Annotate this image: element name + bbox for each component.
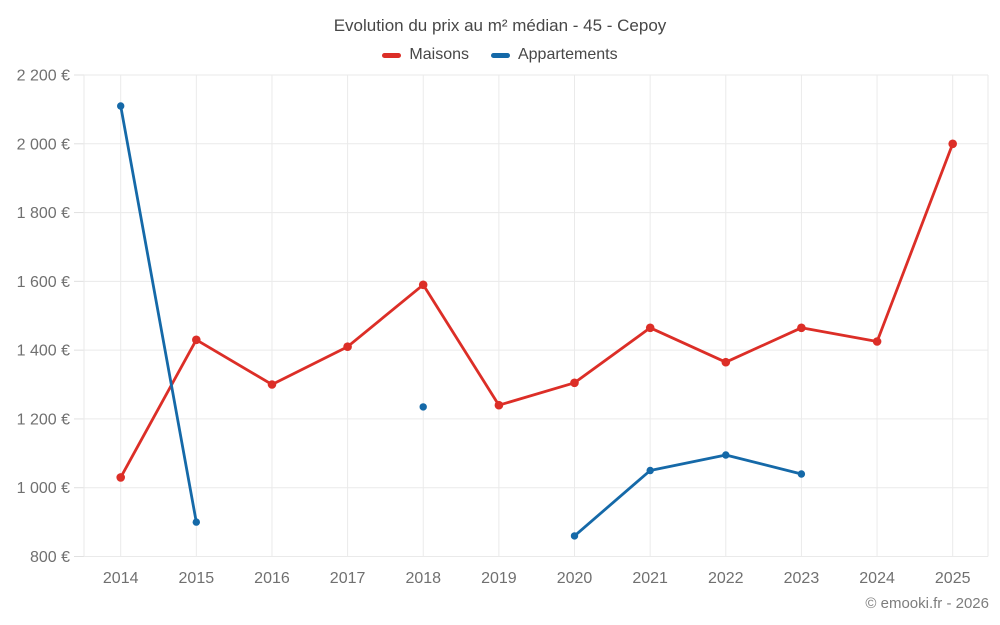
watermark: © emooki.fr - 2026 (865, 595, 989, 612)
x-axis-tick-label: 2022 (708, 570, 744, 587)
x-axis-tick-label: 2018 (405, 570, 441, 587)
y-axis-tick-label: 2 000 € (17, 136, 70, 153)
x-axis-tick-label: 2016 (254, 570, 290, 587)
data-point-appartements-2020[interactable] (570, 532, 579, 540)
data-point-maisons-2025[interactable] (948, 139, 957, 149)
data-point-appartements-2022[interactable] (722, 451, 730, 459)
y-axis-tick-label: 1 200 € (17, 411, 70, 428)
data-point-maisons-2016[interactable] (267, 380, 277, 389)
legend-marker-appartements-icon (490, 52, 510, 58)
x-axis-tick-label: 2014 (103, 570, 139, 587)
y-axis-tick-label: 800 € (30, 549, 70, 566)
chart-title: Evolution du prix au m² médian - 45 - Ce… (333, 16, 667, 35)
legend-label-maisons: Maisons (409, 46, 469, 63)
x-axis-tick-label: 2024 (859, 570, 895, 587)
series-line-appartements (119, 104, 803, 538)
y-axis-tick-label: 1 800 € (17, 205, 70, 222)
x-axis-tick-label: 2020 (557, 570, 593, 587)
y-axis-tick-label: 1 000 € (17, 480, 70, 497)
data-point-maisons-2019[interactable] (494, 400, 504, 410)
chart-legend: Maisons Appartements (0, 46, 1000, 64)
data-point-appartements-2014[interactable] (117, 102, 125, 110)
x-axis-tick-label: 2021 (632, 570, 668, 587)
data-point-appartements-2021[interactable] (646, 466, 654, 475)
legend-marker-maisons-icon (382, 52, 402, 58)
data-point-maisons-2023[interactable] (797, 323, 806, 333)
x-axis-tick-label: 2019 (481, 570, 517, 587)
data-point-maisons-2024[interactable] (872, 337, 882, 346)
x-axis-tick-label: 2023 (784, 570, 820, 587)
legend-label-appartements: Appartements (517, 46, 618, 63)
data-point-appartements-2023[interactable] (797, 470, 806, 478)
series-line-maisons (119, 142, 955, 479)
data-point-maisons-2021[interactable] (645, 323, 655, 333)
data-point-appartements-2015[interactable] (192, 518, 200, 526)
legend-item-appartements[interactable]: Appartements (490, 46, 618, 64)
data-point-maisons-2020[interactable] (570, 378, 579, 388)
y-axis-tick-label: 2 200 € (17, 68, 70, 85)
x-axis-tick-label: 2015 (179, 570, 215, 587)
x-axis-tick-label: 2025 (935, 570, 971, 587)
x-axis-tick-label: 2017 (330, 570, 366, 587)
y-axis-tick-label: 1 400 € (17, 343, 70, 360)
data-point-maisons-2015[interactable] (192, 335, 201, 345)
data-point-maisons-2017[interactable] (343, 342, 352, 352)
data-point-maisons-2014[interactable] (116, 473, 125, 482)
data-point-maisons-2022[interactable] (721, 357, 731, 367)
data-point-maisons-2018[interactable] (418, 280, 428, 290)
y-axis-tick-label: 1 600 € (17, 274, 70, 291)
data-point-appartements-2018[interactable] (419, 403, 427, 411)
legend-item-maisons[interactable]: Maisons (382, 46, 469, 64)
